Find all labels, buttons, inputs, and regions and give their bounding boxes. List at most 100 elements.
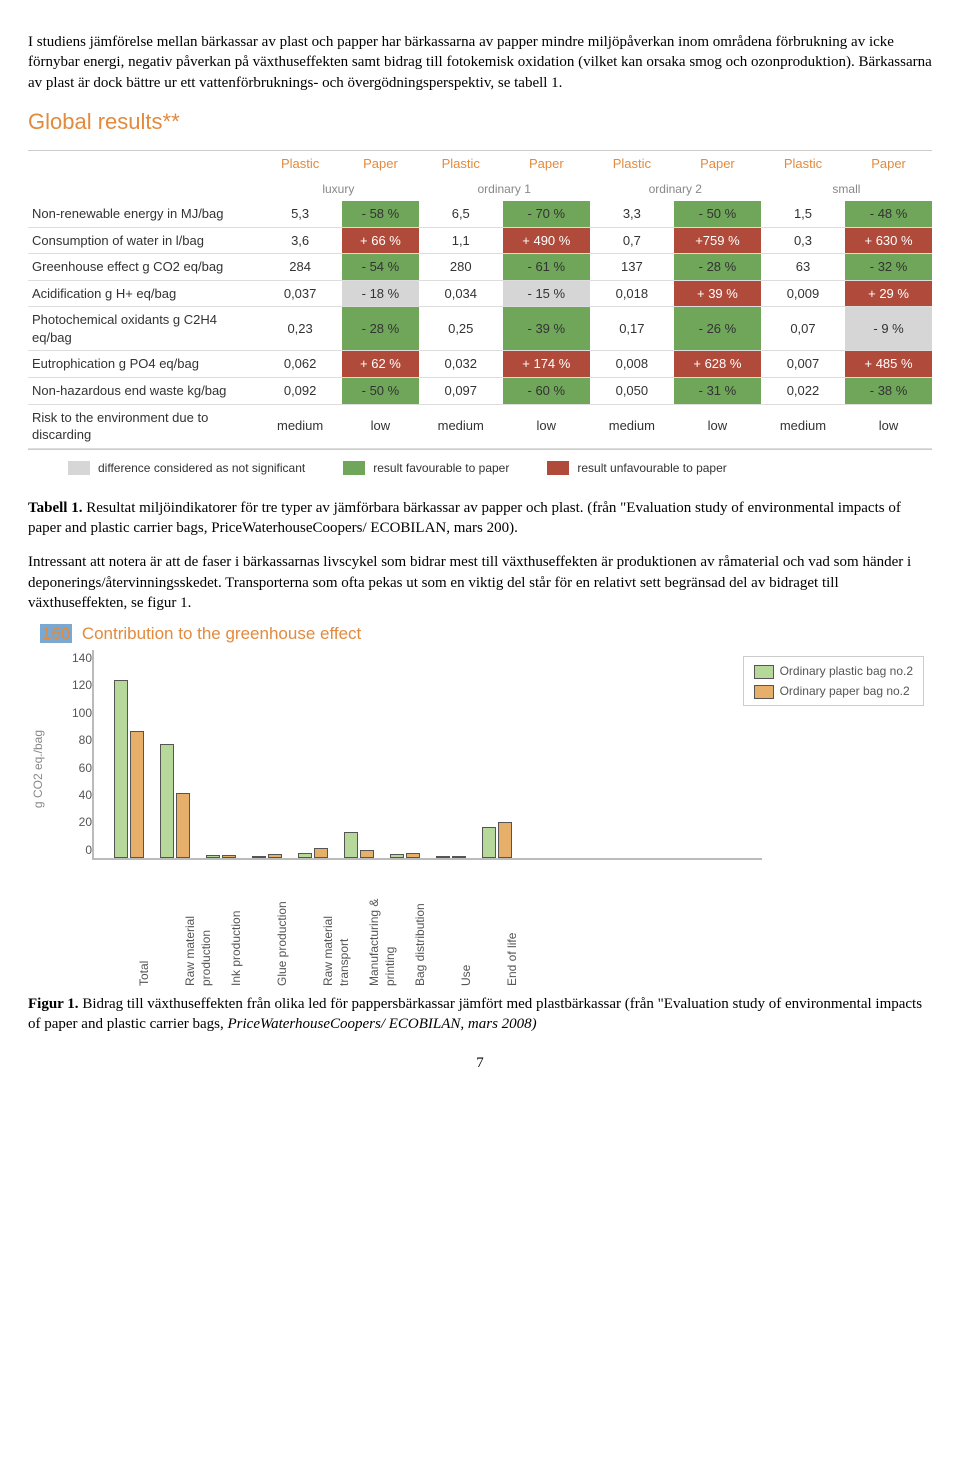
bar-paper [498, 822, 512, 858]
data-cell: + 62 % [342, 351, 418, 378]
bar-plastic [482, 827, 496, 858]
chart-title-text: Contribution to the greenhouse effect [82, 624, 361, 643]
bar-paper [406, 853, 420, 858]
table-caption: Tabell 1. Resultat miljöindikatorer för … [28, 498, 932, 539]
global-results-title: Global results** [28, 107, 932, 137]
xlabel: Use [458, 866, 488, 986]
mid-paragraph: Intressant att notera är att de faser i … [28, 552, 932, 613]
data-cell: - 15 % [503, 280, 590, 307]
figure-caption-bold: Figur 1. [28, 996, 79, 1012]
row-label: Greenhouse effect g CO2 eq/bag [28, 254, 258, 281]
swatch-unfavourable [547, 461, 569, 475]
data-cell: - 38 % [845, 378, 932, 405]
legend-sig-text: difference considered as not significant [98, 461, 305, 475]
ytick: 0 [85, 842, 92, 858]
data-cell: + 39 % [674, 280, 761, 307]
xlabel: Bag distribution [412, 866, 442, 986]
data-cell: + 66 % [342, 227, 418, 254]
bar-pair [482, 822, 512, 858]
chart-ymax-highlight: 160 [40, 624, 72, 643]
page-number: 7 [28, 1053, 932, 1073]
data-cell: low [503, 404, 590, 448]
row-label: Consumption of water in l/bag [28, 227, 258, 254]
swatch-not-significant [68, 461, 90, 475]
data-cell: - 54 % [342, 254, 418, 281]
xlabel: Manufacturing & printing [366, 866, 396, 986]
data-cell: 137 [590, 254, 674, 281]
data-cell: + 628 % [674, 351, 761, 378]
data-cell: low [845, 404, 932, 448]
bar-pair [206, 855, 236, 858]
data-cell: 63 [761, 254, 845, 281]
chart-legend-plastic: Ordinary plastic bag no.2 [780, 664, 913, 678]
ytick: 40 [79, 787, 92, 803]
global-results-table: PlasticPaperPlasticPaperPlasticPaperPlas… [28, 150, 932, 449]
bar-plastic [206, 855, 220, 858]
col-material: Plastic [761, 151, 845, 177]
bar-plastic [390, 854, 404, 858]
ytick: 20 [79, 814, 92, 830]
row-label: Risk to the environment due to discardin… [28, 404, 258, 448]
data-cell: 0,3 [761, 227, 845, 254]
col-material: Paper [342, 151, 418, 177]
bar-pair [160, 744, 190, 858]
data-cell: + 174 % [503, 351, 590, 378]
figure-caption: Figur 1. Bidrag till växthuseffekten frå… [28, 994, 932, 1035]
bar-plastic [344, 832, 358, 858]
bar-pair [344, 832, 374, 858]
xlabel: End of life [504, 866, 534, 986]
bar-paper [268, 854, 282, 858]
col-group: ordinary 2 [590, 177, 761, 201]
chart-ylabel: g CO2 eq./bag [30, 730, 46, 808]
swatch-plastic [754, 665, 774, 679]
row-label: Photochemical oxidants g C2H4 eq/bag [28, 307, 258, 351]
col-group: small [761, 177, 932, 201]
data-cell: 0,050 [590, 378, 674, 405]
data-cell: - 18 % [342, 280, 418, 307]
xlabel: Ink production [228, 866, 258, 986]
data-cell: - 70 % [503, 201, 590, 227]
chart-legend-paper: Ordinary paper bag no.2 [780, 684, 910, 698]
chart-title: 160 Contribution to the greenhouse effec… [40, 623, 932, 646]
bar-plastic [252, 856, 266, 858]
bar-chart: g CO2 eq./bag 140120100806040200 TotalRa… [28, 650, 932, 986]
data-cell: - 9 % [845, 307, 932, 351]
data-cell: + 630 % [845, 227, 932, 254]
ytick: 60 [79, 760, 92, 776]
data-cell: - 26 % [674, 307, 761, 351]
data-cell: - 28 % [674, 254, 761, 281]
data-cell: medium [590, 404, 674, 448]
data-cell: 3,3 [590, 201, 674, 227]
col-group: luxury [258, 177, 419, 201]
table-caption-bold: Tabell 1. [28, 500, 82, 516]
data-cell: - 50 % [342, 378, 418, 405]
chart-xlabels: TotalRaw material productionInk producti… [92, 860, 932, 986]
table-legend: difference considered as not significant… [68, 460, 932, 476]
data-cell: 3,6 [258, 227, 342, 254]
data-cell: - 48 % [845, 201, 932, 227]
table-caption-rest: Resultat miljöindikatorer för tre typer … [28, 500, 901, 536]
figure-caption-em: PriceWaterhouseCoopers/ ECOBILAN, mars 2… [228, 1016, 537, 1032]
data-cell: - 28 % [342, 307, 418, 351]
row-label: Non-renewable energy in MJ/bag [28, 201, 258, 227]
ytick: 140 [72, 650, 92, 666]
data-cell: - 61 % [503, 254, 590, 281]
bar-plastic [436, 856, 450, 858]
data-cell: 284 [258, 254, 342, 281]
data-cell: 0,009 [761, 280, 845, 307]
data-cell: 0,17 [590, 307, 674, 351]
data-cell: + 490 % [503, 227, 590, 254]
data-cell: 0,007 [761, 351, 845, 378]
data-cell: low [674, 404, 761, 448]
data-cell: 5,3 [258, 201, 342, 227]
col-material: Plastic [258, 151, 342, 177]
data-cell: 0,037 [258, 280, 342, 307]
xlabel: Raw material transport [320, 866, 350, 986]
col-material: Plastic [590, 151, 674, 177]
row-label: Acidification g H+ eq/bag [28, 280, 258, 307]
data-cell: 0,008 [590, 351, 674, 378]
data-cell: medium [258, 404, 342, 448]
col-material: Paper [674, 151, 761, 177]
data-cell: 0,062 [258, 351, 342, 378]
bar-pair [114, 680, 144, 858]
